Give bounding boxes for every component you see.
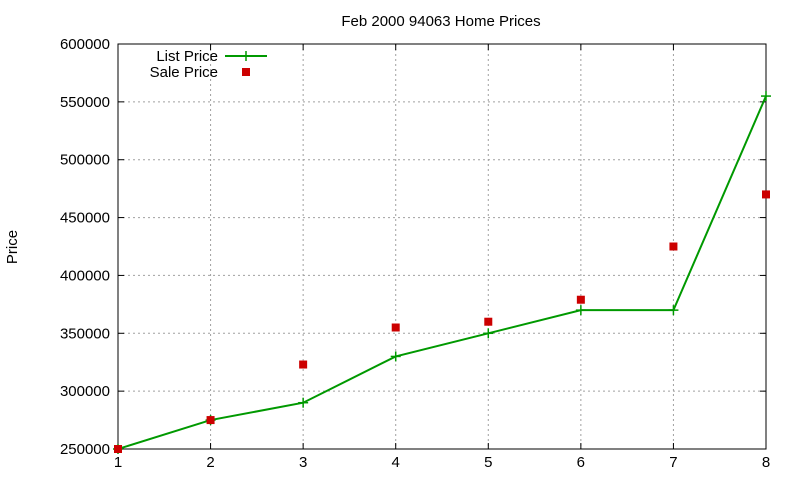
sale-price-point xyxy=(669,242,678,251)
sale-price-point xyxy=(762,190,770,199)
x-tick-label: 4 xyxy=(392,454,400,471)
sale-price-point xyxy=(299,360,308,369)
y-tick-label: 550000 xyxy=(60,94,110,111)
y-tick-label: 500000 xyxy=(60,152,110,169)
list-price-point xyxy=(390,351,401,362)
x-tick-label: 6 xyxy=(577,454,585,471)
x-tick-label: 1 xyxy=(114,454,122,471)
list-price-point xyxy=(575,305,586,316)
list-price-point xyxy=(298,397,309,408)
sale-price-point xyxy=(576,295,585,304)
y-axis-label: Price xyxy=(4,230,21,264)
list-price-point xyxy=(483,328,494,339)
legend-swatch-plus xyxy=(241,51,251,61)
series xyxy=(113,91,771,454)
y-tick-label: 250000 xyxy=(60,441,110,458)
list-price-point xyxy=(668,305,679,316)
sale-price-point xyxy=(114,445,122,453)
legend-label: List Price xyxy=(156,48,218,65)
axis-ticks: 1 2 3 4 5 6 7 8 250000 300000 350000 400000 450000 50… xyxy=(60,36,770,471)
sale-price-point xyxy=(206,416,215,425)
x-tick-label: 3 xyxy=(299,454,307,471)
x-tick-label: 7 xyxy=(669,454,677,471)
x-tick-label: 8 xyxy=(762,454,770,471)
x-tick-label: 5 xyxy=(484,454,492,471)
y-tick-label: 300000 xyxy=(60,383,110,400)
legend-label: Sale Price xyxy=(150,64,218,81)
x-tick-label: 2 xyxy=(206,454,214,471)
y-tick-label: 350000 xyxy=(60,325,110,342)
chart-title: Feb 2000 94063 Home Prices xyxy=(341,13,540,30)
list-price-point xyxy=(761,91,771,102)
sale-price-point xyxy=(391,323,400,332)
sale-price-point xyxy=(484,317,493,326)
series-line-list-price xyxy=(117,95,767,450)
y-tick-label: 400000 xyxy=(60,267,110,284)
plot-frame xyxy=(117,43,767,450)
legend-swatch-square xyxy=(242,68,250,76)
grid xyxy=(118,44,766,449)
y-tick-label: 450000 xyxy=(60,210,110,227)
y-tick-label: 600000 xyxy=(60,36,110,53)
